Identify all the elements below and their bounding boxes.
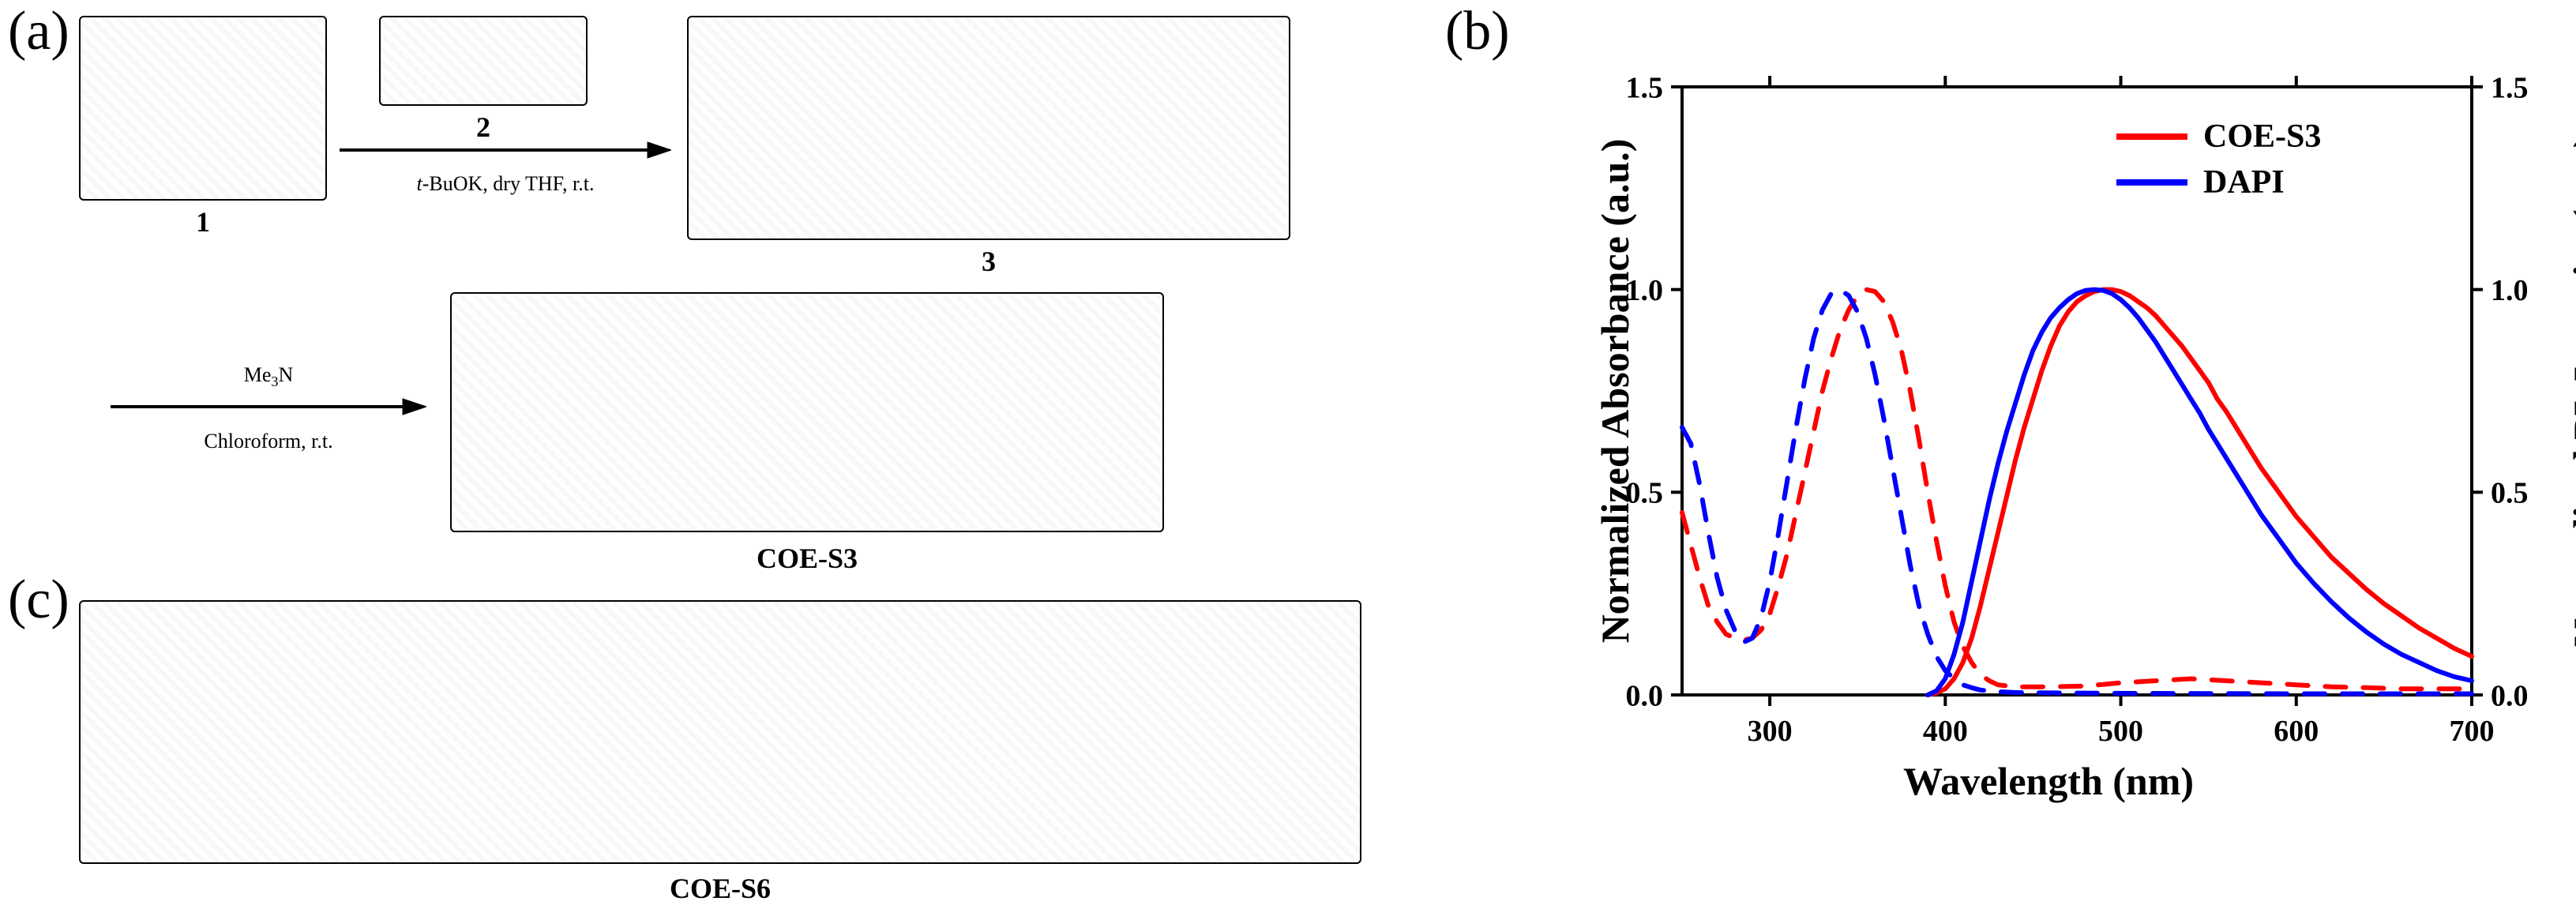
- y-right-axis-label: Normalized PL Intensity (a.u.): [2564, 87, 2576, 695]
- compound-1-label: 1: [196, 205, 210, 238]
- compound-3-label: 3: [982, 245, 996, 278]
- y-left-axis-label: Normalized Absorbance (a.u.): [1592, 87, 1638, 695]
- compound-coe-s3: COE-S3: [450, 292, 1164, 532]
- compound-coe-s3-label: COE-S3: [757, 542, 858, 575]
- spectra-chart-svg: 3004005006007000.00.51.01.50.00.51.01.5: [1508, 39, 2574, 869]
- arrow-2-reagent: Me3N: [166, 362, 371, 392]
- legend-text: DAPI: [2203, 163, 2285, 201]
- x-axis-label: Wavelength (nm): [1903, 758, 2194, 804]
- compound-3: 3: [687, 16, 1290, 278]
- compound-coe-s6: COE-S6: [79, 600, 1361, 864]
- svg-text:300: 300: [1748, 715, 1793, 748]
- arrow-1: [340, 134, 671, 166]
- panel-label-a: (a): [8, 0, 69, 63]
- compound-1: 1: [79, 16, 327, 238]
- figure-page: (a) (b) (c) 1 2 t-BuOK, dry THF, r.t.: [0, 0, 2576, 900]
- arrow-1-conditions: t-BuOK, dry THF, r.t.: [355, 167, 655, 197]
- reagent-2: 2: [379, 16, 588, 144]
- legend-text: COE-S3: [2203, 118, 2321, 156]
- arrow-2-conditions: Chloroform, r.t.: [166, 425, 371, 455]
- panel-a-scheme: 1 2 t-BuOK, dry THF, r.t. 3: [79, 16, 1437, 561]
- panel-b-chart: 3004005006007000.00.51.01.50.00.51.01.5 …: [1508, 39, 2574, 869]
- svg-text:1.5: 1.5: [2491, 71, 2529, 104]
- svg-text:0.5: 0.5: [2491, 477, 2529, 510]
- svg-text:700: 700: [2450, 715, 2495, 748]
- svg-text:1.0: 1.0: [2491, 274, 2529, 307]
- panel-c-coe-s6: COE-S6: [79, 600, 1437, 892]
- svg-text:600: 600: [2274, 715, 2319, 748]
- chart-legend: COE-S3 DAPI: [2116, 118, 2321, 209]
- legend-entry: DAPI: [2116, 163, 2321, 201]
- panel-label-c: (c): [8, 569, 69, 632]
- svg-text:0.0: 0.0: [2491, 679, 2529, 712]
- svg-text:500: 500: [2098, 715, 2143, 748]
- panel-label-b: (b): [1445, 0, 1510, 63]
- legend-entry: COE-S3: [2116, 118, 2321, 156]
- legend-swatch: [2116, 133, 2187, 140]
- svg-text:400: 400: [1923, 715, 1968, 748]
- legend-swatch: [2116, 179, 2187, 186]
- arrow-2: [111, 391, 426, 422]
